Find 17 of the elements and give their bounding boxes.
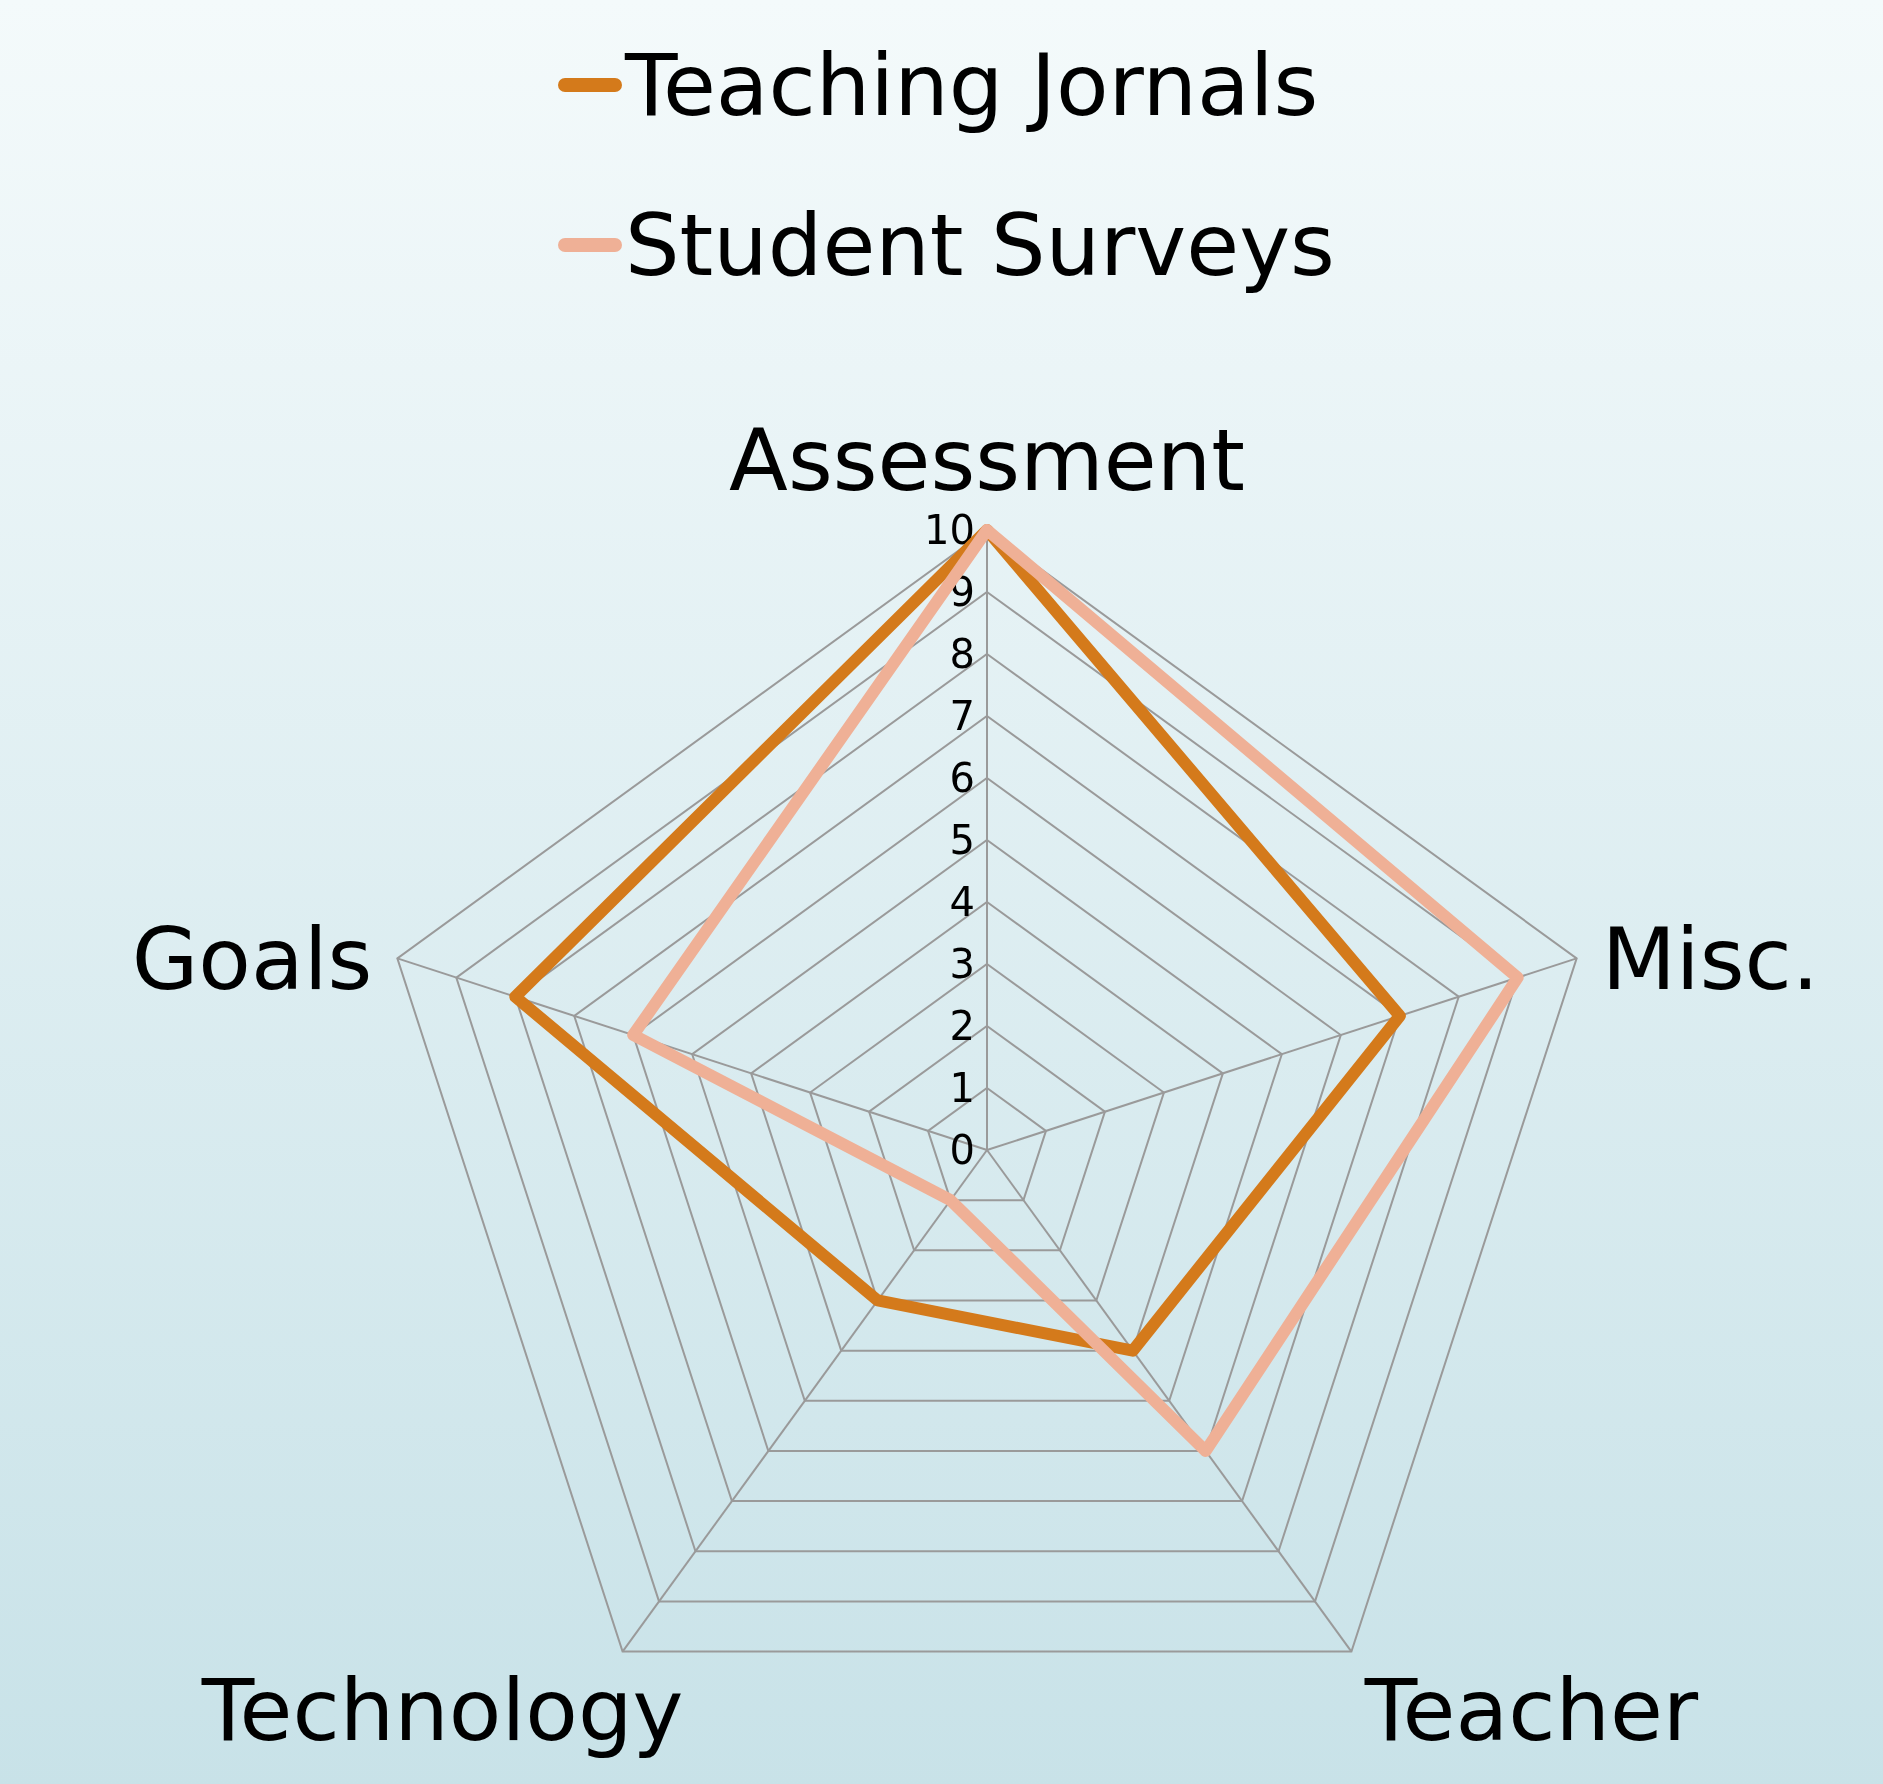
y-tick-label: 0 (949, 1127, 975, 1173)
spoke-label: Technology (200, 1660, 684, 1761)
spoke-label: Misc. (1601, 908, 1820, 1009)
y-tick-label: 5 (949, 817, 975, 863)
y-tick-label: 3 (949, 941, 975, 987)
spoke-label: Goals (131, 908, 373, 1009)
y-tick-label: 2 (949, 1003, 975, 1049)
y-tick-label: 8 (949, 631, 975, 677)
spoke-label: Assessment (729, 410, 1245, 510)
legend-label: Student Surveys (625, 195, 1335, 296)
spoke-label: Teacher (1363, 1660, 1699, 1761)
legend-label: Teaching Jornals (624, 35, 1319, 136)
y-tick-label: 7 (949, 693, 975, 739)
y-tick-label: 4 (949, 879, 975, 925)
y-tick-label: 1 (949, 1065, 975, 1111)
y-tick-label: 6 (949, 755, 975, 801)
y-tick-label: 10 (924, 507, 975, 553)
